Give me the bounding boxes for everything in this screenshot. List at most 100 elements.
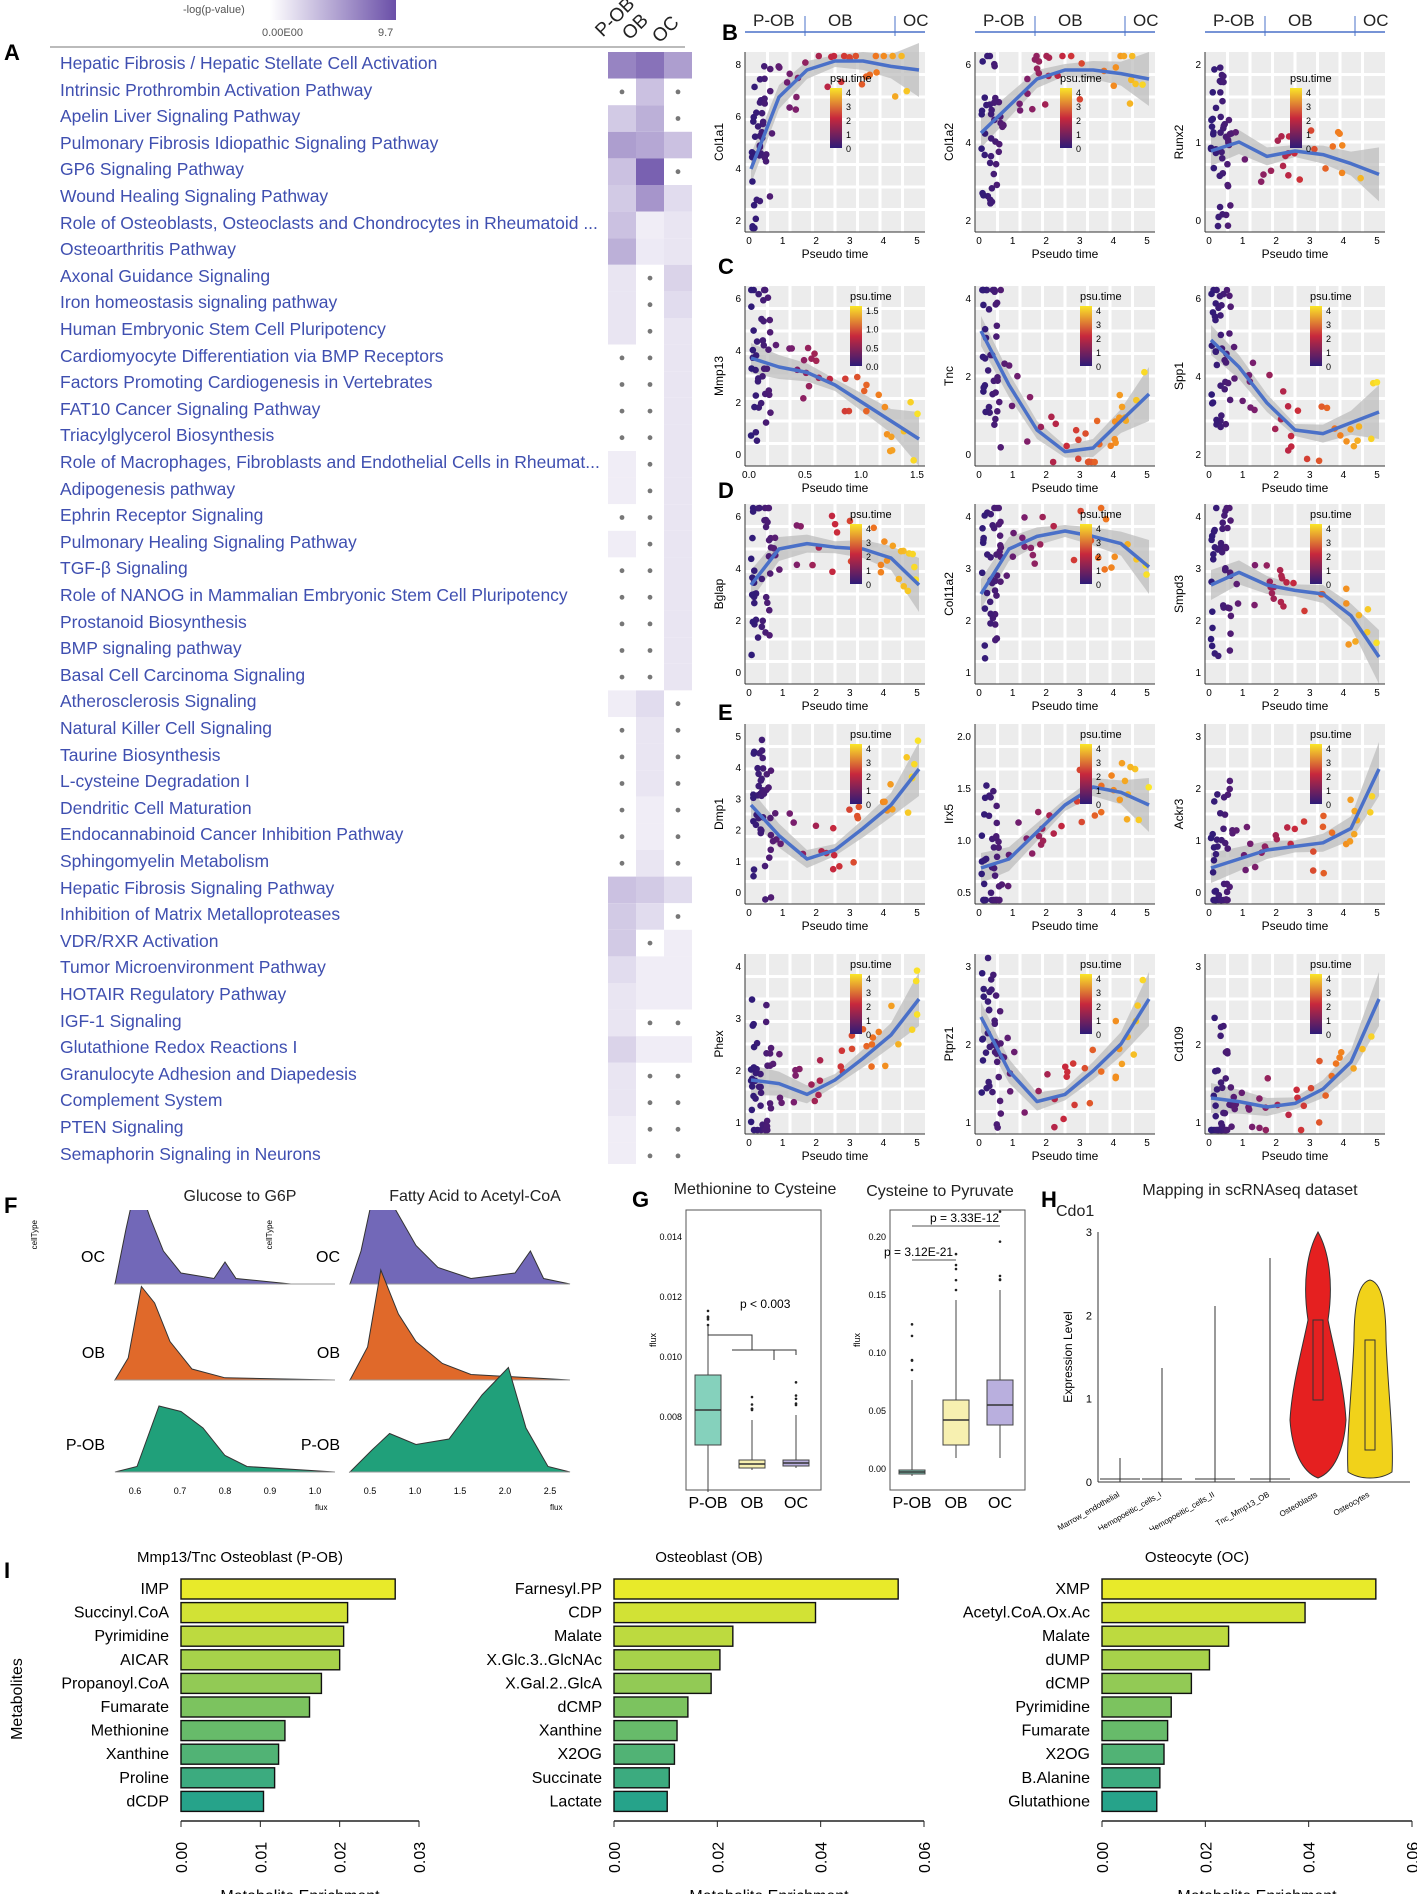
y-tick: 2 — [965, 216, 971, 227]
legend-tick: 4 — [1096, 974, 1101, 984]
cell-point — [804, 344, 812, 352]
cell-point — [748, 651, 755, 659]
outlier-point — [910, 1359, 914, 1362]
cell-point — [1067, 52, 1075, 60]
scale-max: 9.7 — [378, 27, 394, 39]
cell-point — [815, 52, 823, 60]
cell-point — [981, 856, 988, 864]
metabolite-label: Lactate — [550, 1793, 603, 1810]
cell-point — [1213, 1086, 1221, 1093]
cell-point — [870, 524, 878, 532]
x-tick: 0.03 — [412, 1842, 429, 1873]
cell-point — [984, 52, 991, 60]
y-tick: 4 — [965, 294, 971, 305]
heatmap-cell — [636, 211, 664, 239]
cell-point — [1287, 432, 1295, 440]
y-tick: 6 — [965, 60, 971, 71]
metabolite-bar — [1101, 1719, 1169, 1742]
y-tick: 1.5 — [957, 784, 971, 795]
cell-point — [1226, 785, 1233, 793]
y-tick: 6 — [1195, 294, 1201, 305]
pathway-name: Atherosclerosis Signaling — [60, 691, 257, 712]
cell-point — [1217, 331, 1225, 339]
group-label: OC — [81, 1249, 105, 1266]
y-tick: 4 — [735, 164, 741, 175]
pathway-name: Tumor Microenvironment Pathway — [60, 957, 326, 978]
cell-point — [833, 529, 841, 536]
cell-point — [805, 382, 813, 390]
nonsignificant-dot — [647, 382, 653, 387]
cell-point — [1217, 1079, 1225, 1086]
cell-point — [1208, 290, 1215, 298]
y-tick: 0 — [735, 668, 741, 679]
heatmap-cell — [664, 876, 692, 904]
box-plots: flux 0.014 0.012 0.010 0.008 P-OB OB OC flux 0.20… — [648, 1209, 1026, 1512]
legend-tick: 3 — [1096, 988, 1101, 998]
y-tick: 2 — [735, 216, 741, 227]
category-label: Osteocytes — [1332, 1490, 1371, 1518]
nonsignificant-dot — [647, 328, 653, 334]
cell-point — [752, 215, 760, 223]
cell-point — [1209, 130, 1217, 138]
nonsignificant-dot — [619, 754, 625, 760]
metabolite-label: Pyrimidine — [94, 1628, 169, 1645]
nonsignificant-dot — [619, 382, 625, 387]
legend-tick: 0 — [1326, 362, 1331, 372]
nonsignificant-dot — [647, 408, 653, 414]
y-tick: 1 — [1195, 138, 1201, 149]
cell-point — [765, 536, 773, 544]
cell-point — [1213, 361, 1221, 369]
cell-point — [792, 106, 800, 113]
cell-point — [748, 303, 755, 311]
cell-point — [1285, 172, 1292, 179]
cell-point — [1081, 1064, 1089, 1072]
heatmap-cell — [636, 956, 664, 983]
cell-point — [1279, 388, 1287, 395]
cell-point — [760, 63, 768, 70]
x-tick: 0.02 — [710, 1842, 727, 1873]
cell-point — [1211, 313, 1219, 320]
y-tick: 2.0 — [957, 732, 971, 743]
trend-line — [979, 998, 1151, 1104]
panel-letter-d: D — [718, 478, 734, 503]
cell-point — [793, 522, 801, 529]
cell-point — [1058, 822, 1065, 830]
cell-point — [1249, 359, 1257, 367]
gene-label: Runx2 — [1172, 124, 1186, 159]
legend-tick: 0.0 — [866, 362, 879, 372]
cell-point — [1128, 52, 1136, 60]
cell-point — [767, 409, 774, 416]
metabolite-bar — [1101, 1578, 1377, 1600]
legend-title: psu.time — [850, 291, 892, 303]
cell-point — [995, 882, 1003, 890]
cell-point — [1112, 1074, 1119, 1082]
cell-point — [1014, 372, 1021, 380]
legend-tick: 0.5 — [866, 343, 879, 353]
metabolite-label: X.Glc.3..GlcNAc — [486, 1652, 602, 1669]
cell-point — [1218, 302, 1225, 309]
cell-point — [760, 365, 768, 373]
cell-point — [1320, 812, 1327, 820]
cell-point — [993, 504, 1001, 512]
cell-point — [1337, 432, 1344, 439]
cell-point — [1315, 1119, 1323, 1126]
y-tick: 1 — [1195, 668, 1201, 679]
cell-point — [762, 1018, 770, 1026]
pathway-name: Role of NANOG in Mammalian Embryonic Ste… — [60, 585, 568, 605]
cell-point — [753, 437, 761, 444]
x-tick: 0.8 — [219, 1486, 232, 1496]
y-tick: 2 — [735, 616, 741, 627]
stage-label: OB — [828, 12, 853, 30]
cell-point — [987, 135, 995, 142]
cell-point — [1027, 544, 1035, 552]
cell-point — [1217, 423, 1224, 431]
pathway-name: Adipogenesis pathway — [60, 478, 236, 499]
heatmap-cell — [608, 264, 636, 292]
confidence-band — [1211, 325, 1379, 443]
boxplot-panel: flux 0.20 0.15 0.10 0.05 0.00 P-OB OB OC — [852, 1209, 1026, 1512]
cell-point — [1285, 1111, 1292, 1119]
cell-point — [1214, 652, 1222, 660]
cell-point — [762, 157, 770, 165]
heatmap-cell — [608, 238, 636, 265]
